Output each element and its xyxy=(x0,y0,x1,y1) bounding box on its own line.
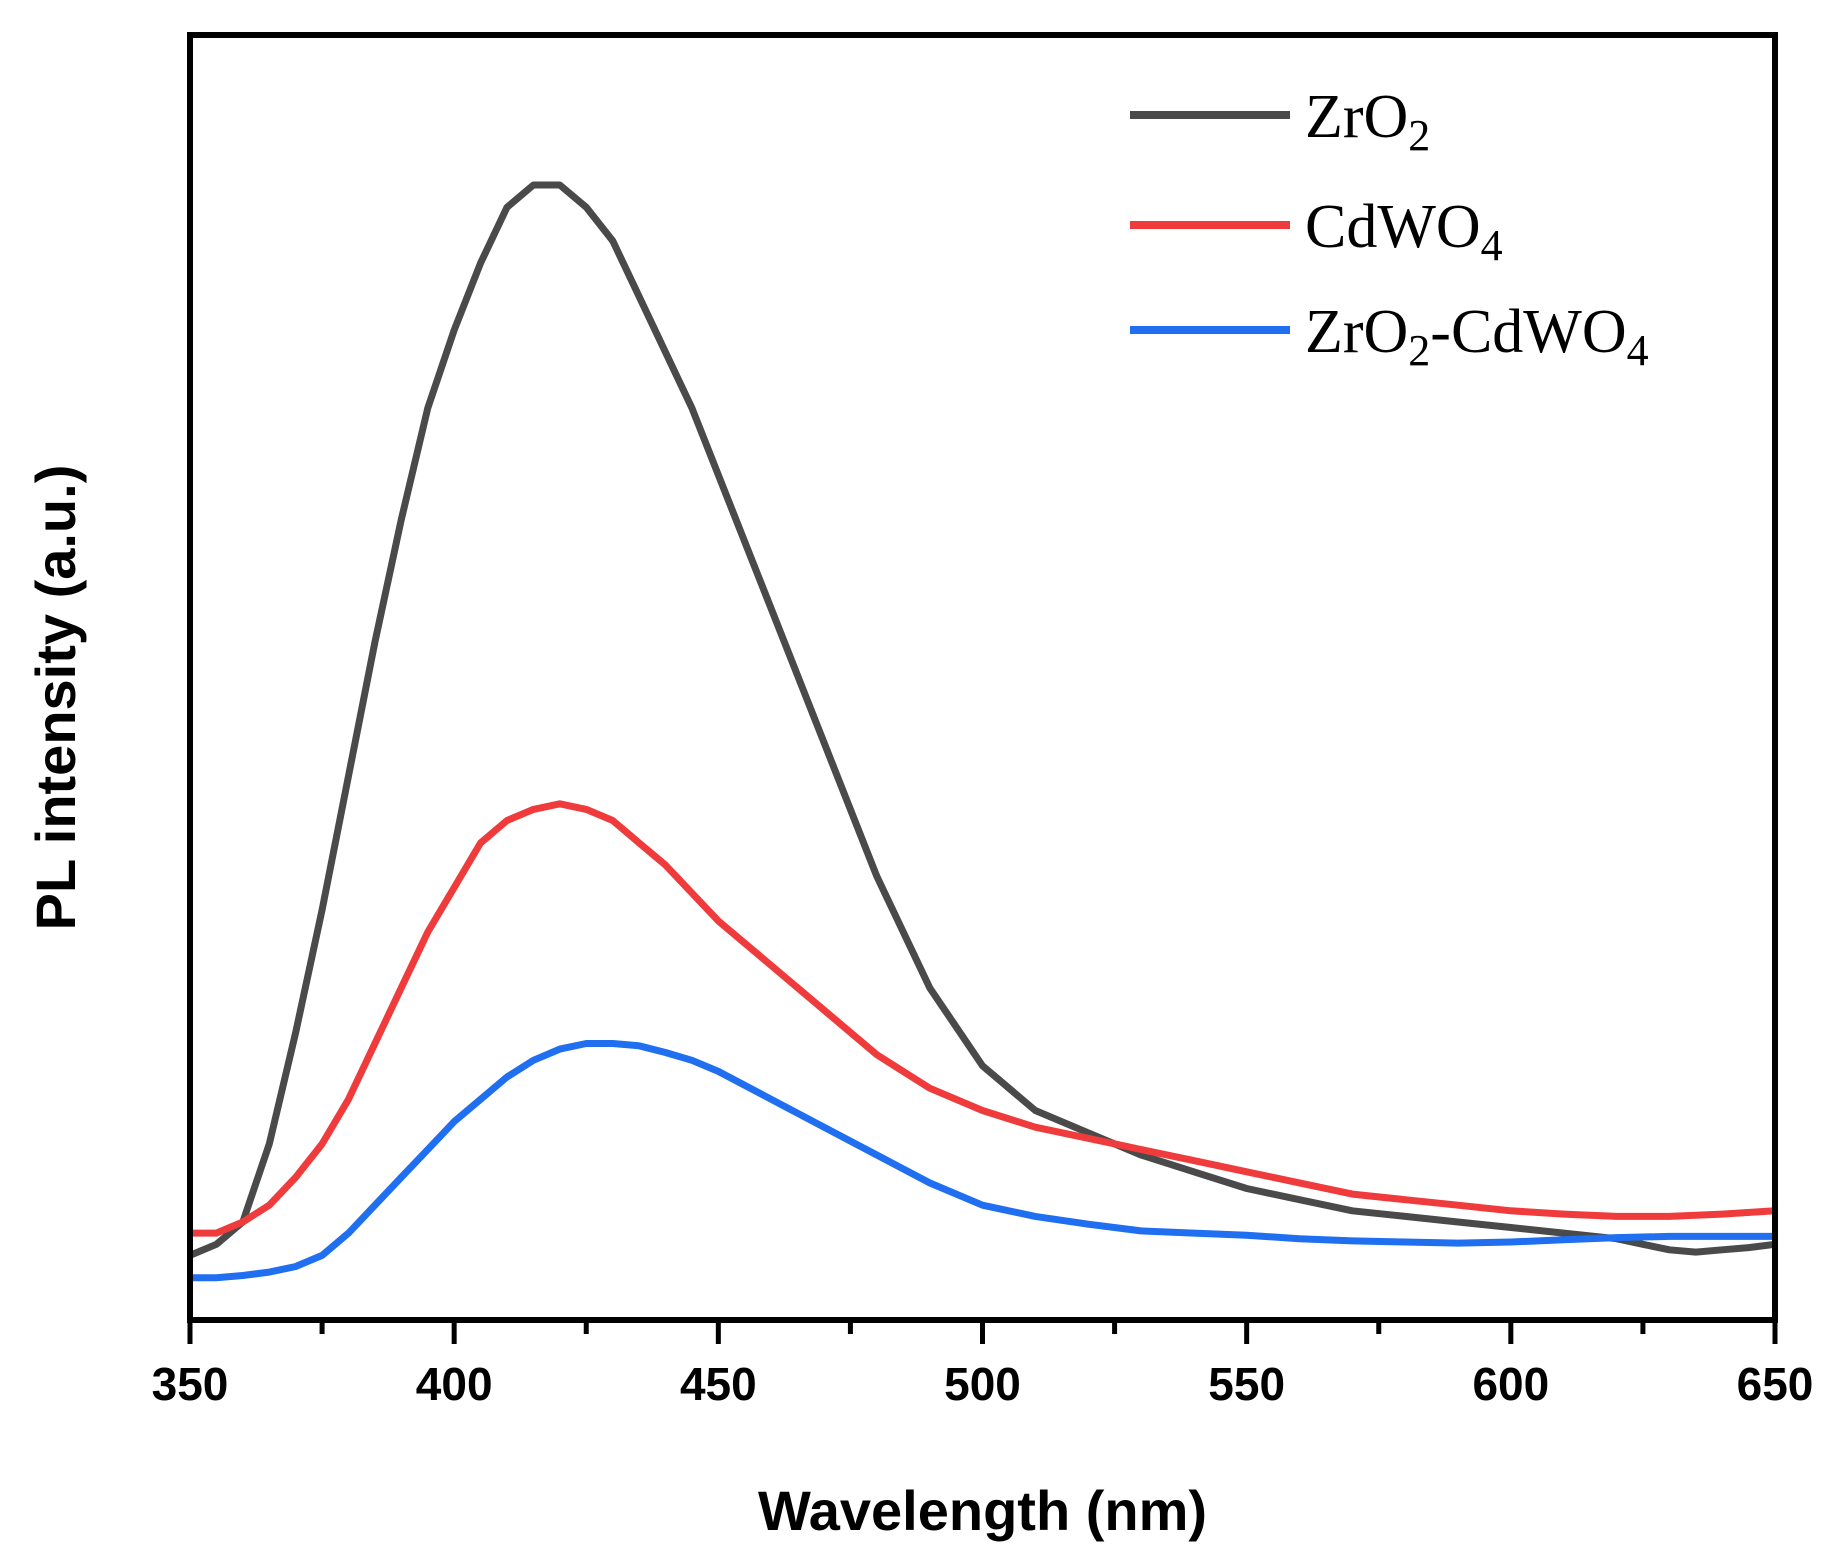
x-tick-label: 550 xyxy=(1208,1358,1285,1410)
x-axis-title: Wavelength (nm) xyxy=(758,1479,1207,1542)
x-ticks: 350 400 450 500 550 600 650 xyxy=(152,1320,1814,1410)
legend-label-2: CdWO4 xyxy=(1305,193,1503,270)
legend-label-1: ZrO2 xyxy=(1305,83,1430,160)
legend: ZrO2 CdWO4 ZrO2-CdWO4 xyxy=(1130,83,1649,375)
x-tick-label: 600 xyxy=(1472,1358,1549,1410)
series-line-3 xyxy=(190,1040,1775,1282)
y-axis-title: PL intensity (a.u.) xyxy=(24,465,87,931)
series-line-2 xyxy=(190,800,1776,1237)
x-tick-label: 500 xyxy=(944,1358,1021,1410)
legend-label-3: ZrO2-CdWO4 xyxy=(1305,298,1649,375)
x-tick-label: 650 xyxy=(1737,1358,1814,1410)
x-tick-label: 350 xyxy=(152,1358,229,1410)
x-tick-label: 400 xyxy=(416,1358,493,1410)
x-tick-label: 450 xyxy=(680,1358,757,1410)
series-layer xyxy=(188,181,1776,1282)
series-line-1 xyxy=(188,181,1776,1259)
